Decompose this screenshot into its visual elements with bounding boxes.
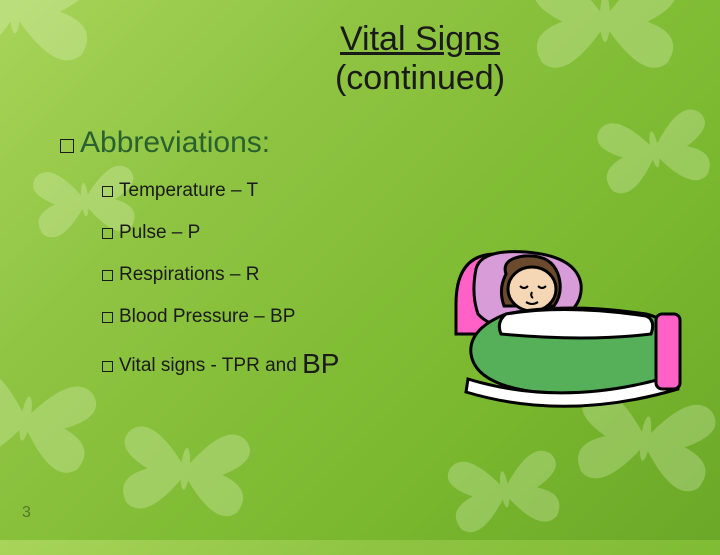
list-item-text: Pulse – P bbox=[119, 222, 200, 243]
section-heading-text: Abbreviations: bbox=[80, 126, 270, 159]
bp-emphasis: BP bbox=[302, 348, 339, 379]
bullet-box-icon bbox=[102, 186, 113, 197]
bullet-box-icon bbox=[60, 139, 74, 153]
slide-title: Vital Signs bbox=[150, 20, 690, 59]
list-item-text: Vital signs - TPR and bbox=[119, 355, 302, 376]
list-item: Temperature – T bbox=[102, 180, 690, 202]
bullet-box-icon bbox=[102, 228, 113, 239]
bullet-box-icon bbox=[102, 270, 113, 281]
list-item-text: Respirations – R bbox=[119, 264, 259, 285]
bullet-box-icon bbox=[102, 312, 113, 323]
list-item-text: Temperature – T bbox=[119, 180, 258, 201]
patient-in-bed-clipart bbox=[446, 214, 686, 414]
slide: Vital Signs (continued) Abbreviations: T… bbox=[0, 0, 720, 540]
bullet-box-icon bbox=[102, 361, 113, 372]
title-block: Vital Signs (continued) bbox=[150, 20, 690, 98]
slide-subtitle: (continued) bbox=[150, 59, 690, 98]
section-heading: Abbreviations: bbox=[60, 126, 690, 160]
page-number: 3 bbox=[22, 504, 31, 522]
list-item-text: Blood Pressure – BP bbox=[119, 306, 295, 327]
